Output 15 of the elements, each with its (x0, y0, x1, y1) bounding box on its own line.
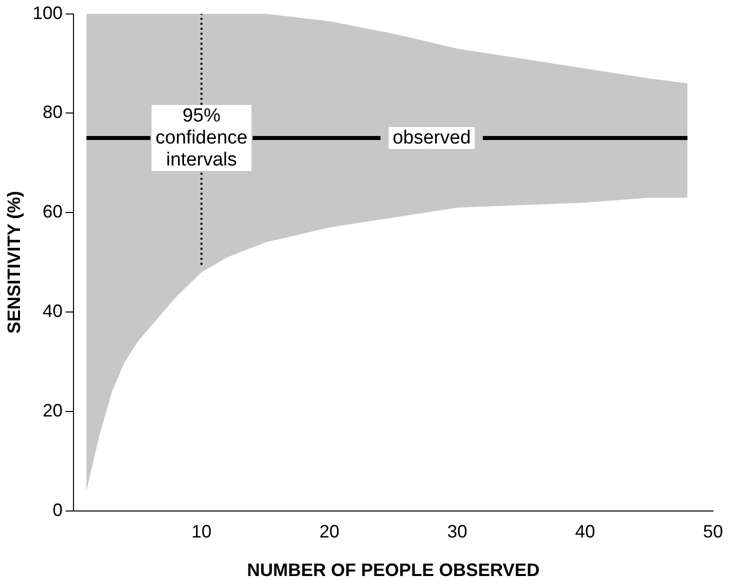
y-tick-label: 80 (42, 102, 63, 122)
x-tick-label: 50 (702, 522, 724, 542)
x-axis-title: NUMBER OF PEOPLE OBSERVED (246, 560, 540, 580)
y-tick-label: 60 (42, 202, 63, 222)
y-axis-title: SENSITIVITY (%) (4, 190, 24, 334)
y-tick-label: 0 (52, 500, 63, 520)
x-tick-label: 20 (319, 522, 340, 542)
y-tick-label: 40 (42, 300, 63, 321)
x-tick-label: 10 (191, 522, 212, 542)
y-tick-label: 20 (42, 400, 63, 420)
x-tick-label: 40 (575, 522, 596, 542)
x-tick-label: 30 (447, 522, 468, 542)
annotation: observed (392, 127, 471, 148)
annotation: 95% confidence intervals (156, 105, 248, 170)
y-tick-label: 100 (32, 2, 63, 23)
